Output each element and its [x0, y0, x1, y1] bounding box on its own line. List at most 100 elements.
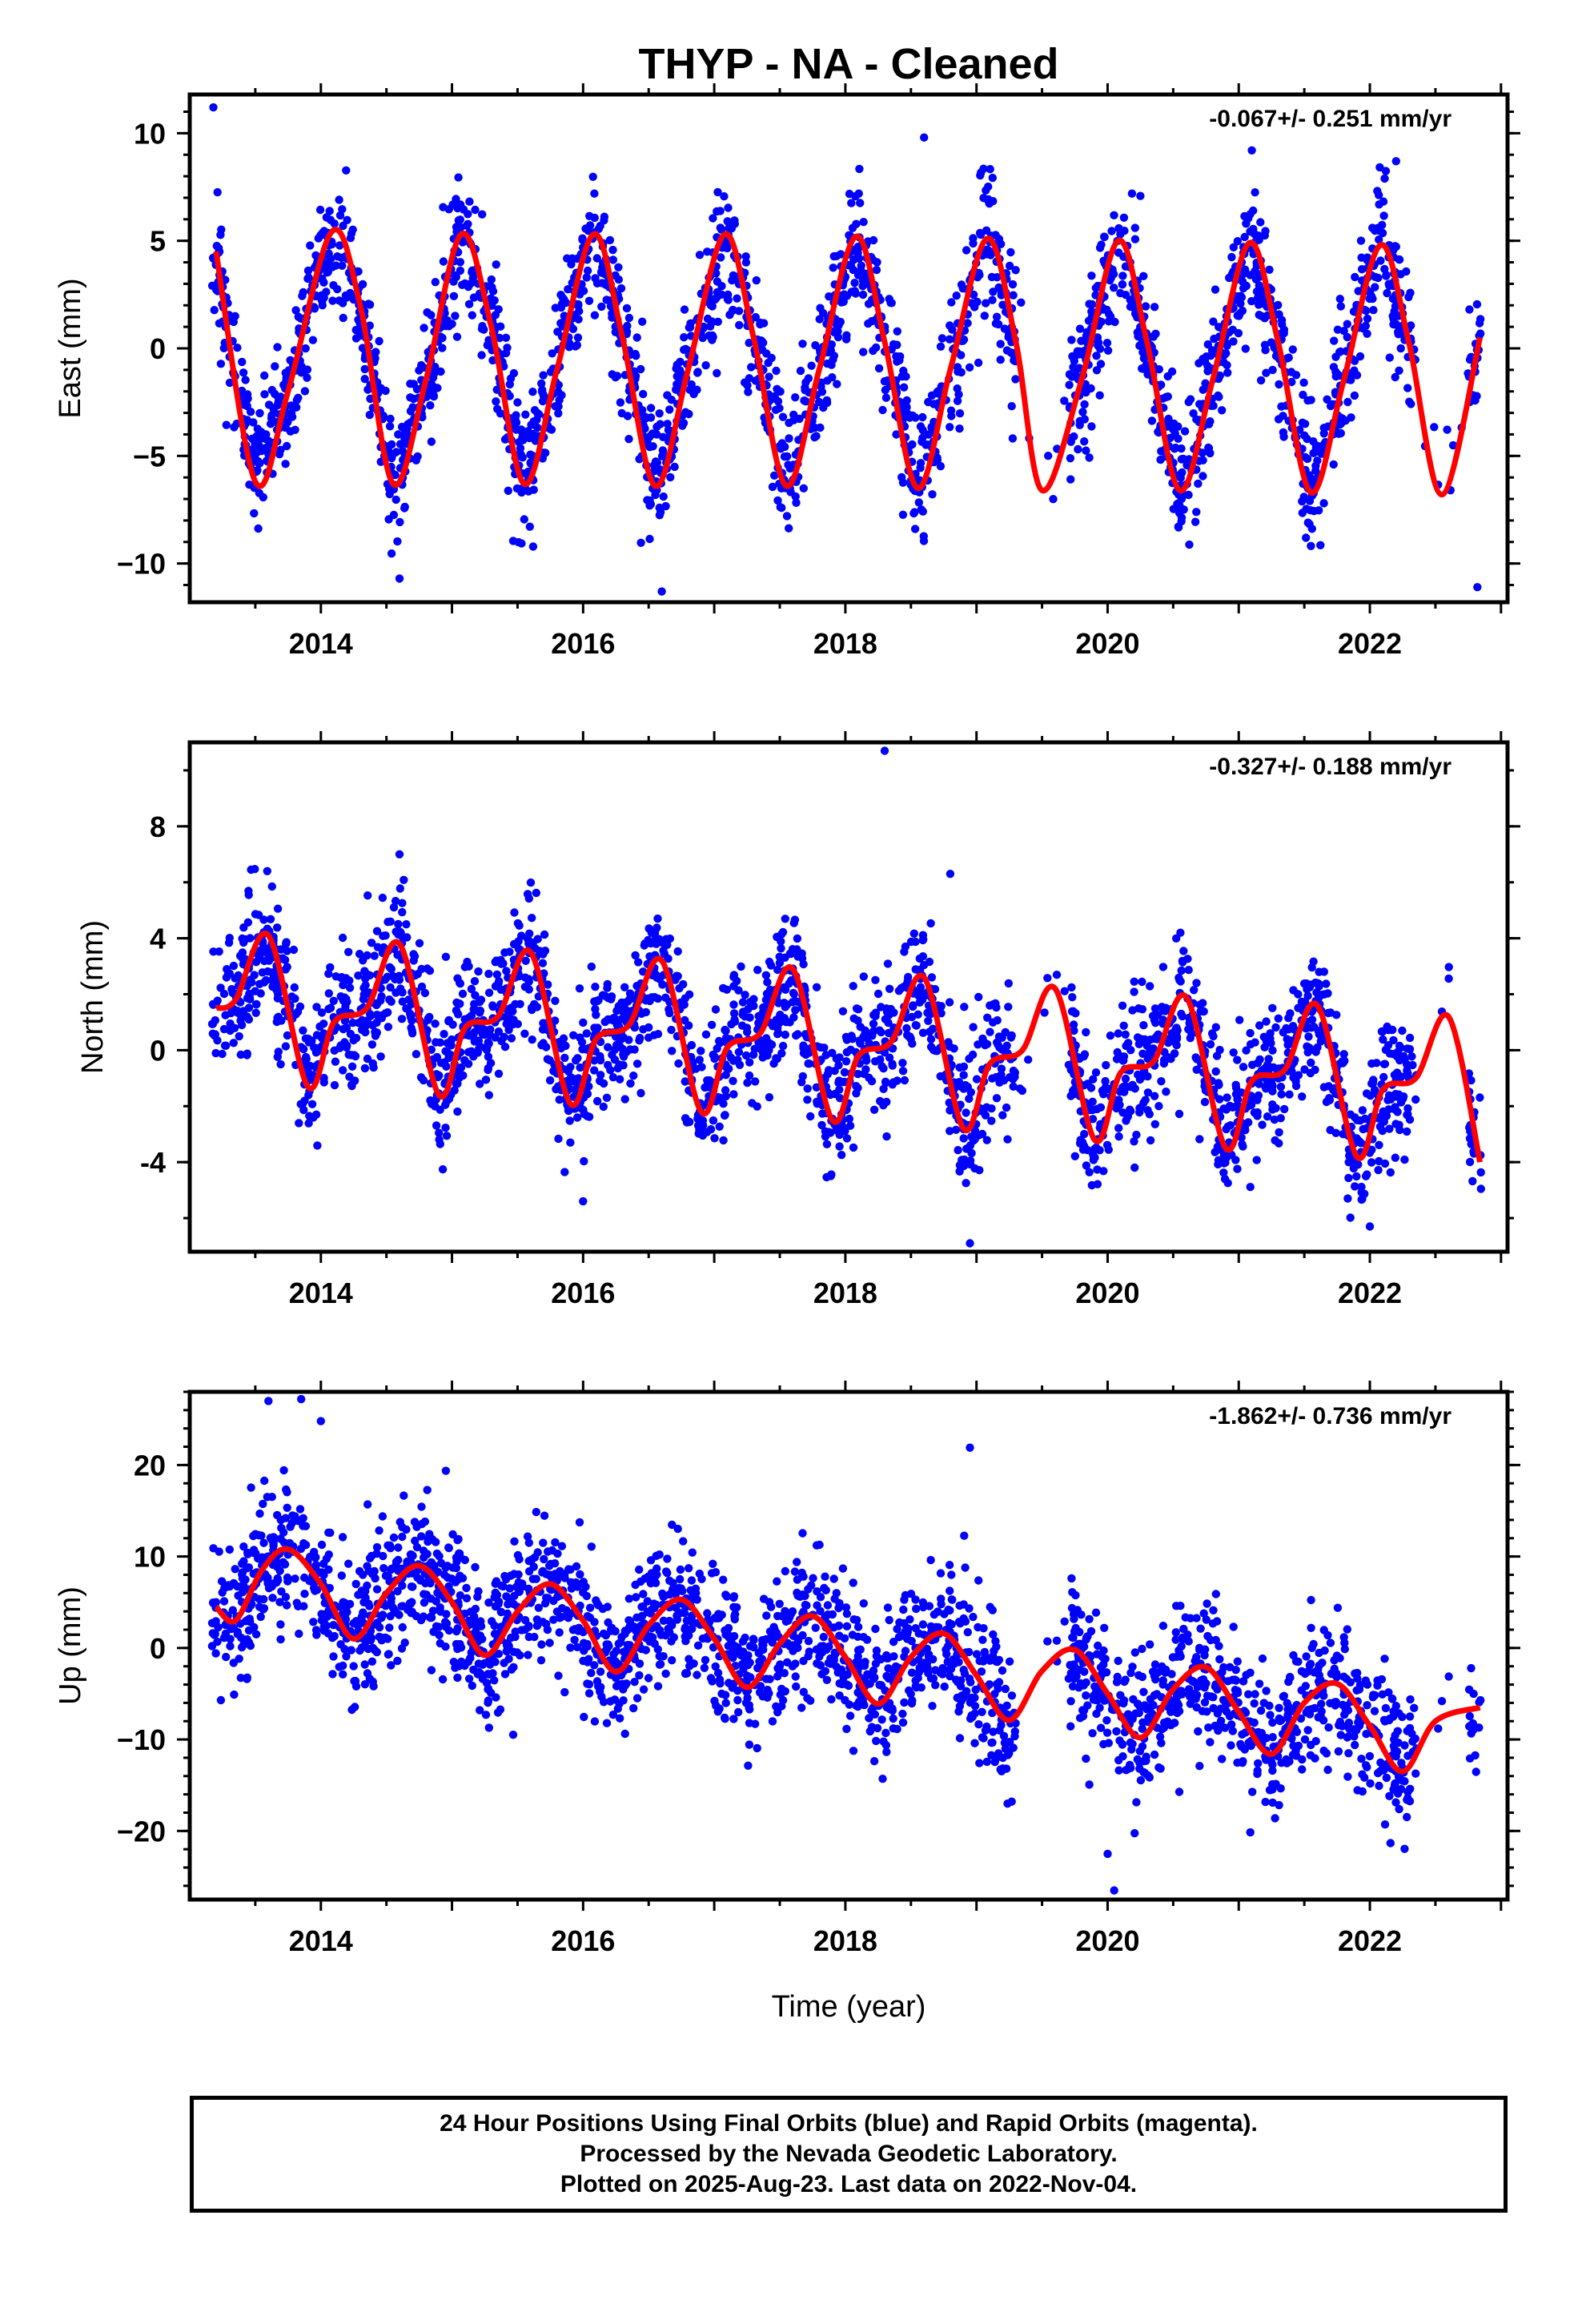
data-point [235, 1031, 243, 1041]
data-point [898, 1059, 907, 1068]
data-point [1127, 189, 1137, 198]
data-point [1285, 1090, 1294, 1099]
data-point [1227, 252, 1236, 262]
data-point [396, 517, 404, 527]
data-point [781, 915, 789, 923]
data-point [1326, 401, 1335, 411]
data-point [299, 287, 307, 297]
data-point [400, 875, 408, 885]
data-point [1380, 264, 1389, 274]
data-point [555, 1096, 564, 1104]
data-point [839, 297, 848, 306]
data-point [1011, 375, 1020, 384]
data-point [1335, 371, 1344, 380]
data-point [590, 1056, 599, 1065]
data-point [1280, 1104, 1289, 1114]
data-point [385, 963, 394, 972]
data-point [1126, 1046, 1135, 1055]
chart-title: THYP - NA - Cleaned [638, 40, 1058, 88]
data-point [751, 1077, 760, 1086]
data-point [1372, 1059, 1381, 1068]
data-point [1180, 427, 1190, 436]
data-point [600, 991, 610, 1001]
data-point [670, 462, 679, 472]
data-point [610, 1045, 619, 1055]
data-point [918, 426, 927, 435]
data-point [881, 1077, 890, 1087]
data-point [1268, 1003, 1277, 1013]
data-point [629, 1072, 638, 1080]
data-point [757, 336, 765, 345]
data-point [1121, 1074, 1130, 1084]
data-point [723, 217, 732, 226]
data-point [279, 380, 288, 389]
data-point [471, 991, 480, 1000]
data-point [213, 1036, 222, 1045]
data-point [1298, 497, 1307, 506]
data-point [579, 1196, 588, 1206]
data-point [1329, 460, 1338, 469]
data-point [905, 413, 914, 422]
data-point [1146, 1136, 1155, 1145]
data-point [1079, 1052, 1089, 1061]
data-point [1082, 388, 1090, 397]
data-point [387, 997, 396, 1007]
data-point [1229, 337, 1238, 346]
data-point [260, 956, 269, 966]
data-point [1403, 1111, 1411, 1120]
data-point [565, 1116, 574, 1125]
data-point [417, 360, 426, 370]
data-point [412, 456, 420, 464]
data-point [324, 969, 333, 979]
data-point [551, 402, 560, 411]
data-point [663, 391, 672, 400]
data-point [342, 1023, 351, 1032]
data-point [245, 989, 254, 999]
data-point [583, 266, 592, 275]
data-point [1399, 1092, 1408, 1101]
data-point [987, 1104, 996, 1113]
data-point [1114, 248, 1123, 257]
data-point [1118, 271, 1127, 280]
data-point [930, 400, 939, 408]
data-point [869, 1105, 879, 1115]
data-point [681, 1077, 689, 1086]
data-point [1375, 1156, 1383, 1166]
data-point [1179, 947, 1188, 955]
data-point [1185, 540, 1194, 549]
data-point [961, 1080, 970, 1090]
y-tick-label: 0 [150, 1034, 166, 1067]
data-point [915, 954, 925, 963]
data-point [1219, 1168, 1228, 1177]
data-point [1106, 275, 1114, 285]
data-point [1009, 1066, 1018, 1076]
data-point [537, 379, 546, 388]
data-point [858, 290, 868, 300]
data-point [406, 393, 415, 402]
data-point [345, 976, 354, 985]
data-point [885, 1053, 894, 1062]
data-point [396, 884, 404, 893]
data-point [781, 1030, 789, 1039]
data-point [1218, 406, 1227, 415]
data-point [1476, 1168, 1485, 1177]
data-point [303, 1034, 313, 1043]
data-point [209, 103, 218, 112]
data-point [918, 412, 927, 422]
data-point [976, 171, 985, 180]
data-point [492, 385, 501, 394]
data-point [1228, 325, 1238, 334]
data-point [336, 992, 345, 1001]
data-point [1385, 1124, 1394, 1133]
data-point [715, 1122, 724, 1132]
data-point [989, 1018, 998, 1027]
data-point [655, 503, 664, 513]
data-point [1244, 214, 1253, 223]
data-point [249, 418, 258, 427]
data-point [1392, 1051, 1402, 1061]
data-point [484, 1052, 493, 1061]
data-point [926, 1010, 935, 1019]
data-point [1095, 391, 1104, 400]
data-point [532, 423, 542, 432]
data-point [1238, 306, 1247, 316]
